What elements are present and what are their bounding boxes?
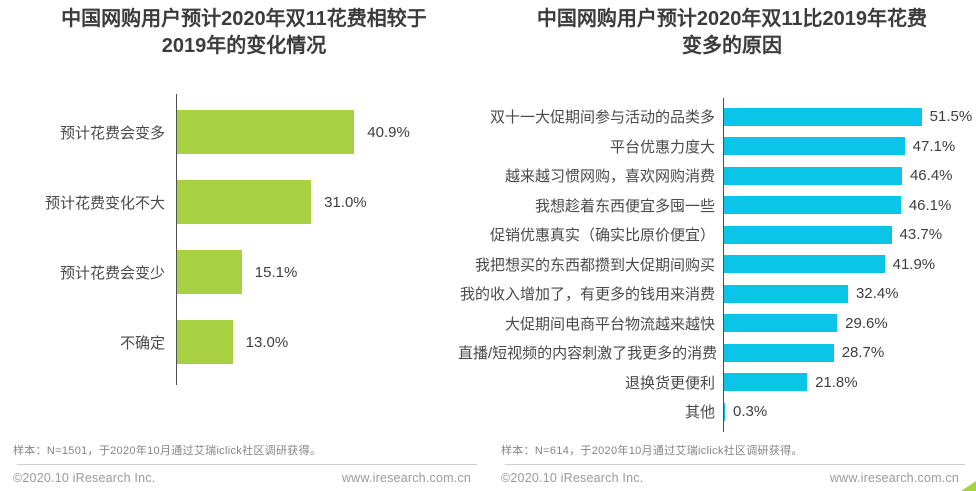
value-label: 47.1% [912,137,956,155]
category-label: 预计花费变化不大 [44,194,165,212]
chart-row: 我想趁着东西便宜多囤一些 46.1% [458,191,966,221]
bar-track: 46.4% [723,161,966,191]
footer: ©2020.10 iResearch Inc. www.iresearch.co… [501,471,959,485]
bar-track: 47.1% [723,132,966,162]
value-label: 31.0% [324,193,367,211]
category-label: 我想趁着东西便宜多囤一些 [534,197,715,215]
chart-row: 我的收入增加了，有更多的钱用来消费 32.4% [458,279,966,309]
chart-row: 双十一大促期间参与活动的品类多 51.5% [458,102,972,132]
bar [723,343,834,362]
bar-track: 40.9% [176,97,468,167]
website-text: www.iresearch.com.cn [829,471,959,485]
bar-chart-spend-more-reasons: 双十一大促期间参与活动的品类多 51.5% 平台优惠力度大 47.1% 越来越习惯网购，… [458,98,972,431]
bar-track: 31.0% [176,167,468,237]
bar [176,110,355,154]
bar-track: 41.9% [723,250,966,280]
bar [176,320,233,364]
bar [723,255,885,274]
category-label: 促销优惠真实（确实比原价便宜） [489,227,715,245]
bar-track: 32.4% [723,279,966,309]
chart-title: 中国网购用户预计2020年双11比2019年花费 变多的原因 [536,8,928,57]
bar [723,196,901,215]
green-corner-accent [961,481,976,491]
category-label: 越来越习惯网购，喜欢网购消费 [504,168,715,186]
bar-track: 0.3% [723,397,966,427]
bar [723,225,892,244]
panel-spend-change: 中国网购用户预计2020年双11花费相较于 2019年的变化情况 预计花费会变多… [0,8,477,485]
chart-row: 平台优惠力度大 47.1% [458,132,966,162]
chart-row: 不确定 13.0% [0,307,468,377]
category-label: 双十一大促期间参与活动的品类多 [489,109,715,127]
bar [723,402,725,421]
chart-row: 大促期间电商平台物流越来越快 29.6% [458,309,966,339]
bar-track: 28.7% [723,338,966,368]
category-label: 我的收入增加了，有更多的钱用来消费 [459,286,715,304]
bar [723,284,848,303]
value-label: 28.7% [841,344,885,362]
bar [723,107,922,126]
value-label: 46.1% [908,196,952,214]
chart-row: 直播/短视频的内容刺激了我更多的消费 28.7% [458,338,966,368]
chart-row: 预计花费变化不大 31.0% [0,167,468,237]
category-label: 预计花费会变少 [59,264,165,282]
copyright-text: ©2020.10 iResearch Inc. [13,471,156,485]
category-label: 退换货更便利 [624,374,715,392]
sample-note: 样本：N=614，于2020年10月通过艾瑞iclick社区调研获得。 [501,445,803,457]
value-label: 0.3% [733,403,768,421]
category-label: 直播/短视频的内容刺激了我更多的消费 [458,345,718,363]
value-label: 41.9% [892,255,936,273]
value-label: 21.8% [815,373,858,391]
category-label: 我把想买的东西都攒到大促期间购买 [474,256,715,274]
value-label: 13.0% [245,333,289,351]
category-label: 大促期间电商平台物流越来越快 [504,315,715,333]
bar-track: 13.0% [176,307,468,377]
value-label: 32.4% [855,285,899,303]
website-text: www.iresearch.com.cn [341,471,471,485]
chart-title: 中国网购用户预计2020年双11花费相较于 2019年的变化情况 [61,8,427,57]
category-label: 平台优惠力度大 [609,138,715,156]
chart-row: 预计花费会变少 15.1% [0,237,468,307]
bar [723,373,808,392]
footer-divider [17,464,477,465]
panel-spend-more-reasons: 中国网购用户预计2020年双11比2019年花费 变多的原因 双十一大促期间参与… [458,0,976,491]
chart-row: 促销优惠真实（确实比原价便宜） 43.7% [458,220,966,250]
bar-track: 43.7% [723,220,966,250]
bar-chart-spend-change: 预计花费会变多 40.9% 预计花费变化不大 31.0% 预计花费会变少 15.1% 不确定… [0,94,468,385]
bar-track: 21.8% [723,368,966,398]
bar-track: 51.5% [723,102,972,132]
chart-row: 我把想买的东西都攒到大促期间购买 41.9% [458,250,966,280]
value-label: 43.7% [899,226,943,244]
value-label: 40.9% [367,123,410,141]
value-label: 51.5% [929,108,973,126]
category-label: 不确定 [119,334,165,352]
bar-track: 46.1% [723,191,966,221]
value-label: 46.4% [909,167,953,185]
value-label: 15.1% [254,263,298,281]
footer-divider [505,464,965,465]
chart-row: 预计花费会变多 40.9% [0,97,468,167]
copyright-text: ©2020.10 iResearch Inc. [501,471,644,485]
bar-track: 29.6% [723,309,966,339]
category-label: 其他 [684,404,715,422]
bar [176,180,312,224]
bar [723,314,838,333]
sample-note: 样本：N=1501，于2020年10月通过艾瑞iclick社区调研获得。 [13,445,322,457]
category-label: 预计花费会变多 [59,124,165,142]
bar [176,250,242,294]
bar [723,137,905,156]
footer: ©2020.10 iResearch Inc. www.iresearch.co… [13,471,471,485]
chart-row: 越来越习惯网购，喜欢网购消费 46.4% [458,161,966,191]
chart-row: 退换货更便利 21.8% [458,368,966,398]
bar [723,166,902,185]
chart-row: 其他 0.3% [458,397,966,427]
bar-track: 15.1% [176,237,468,307]
value-label: 29.6% [845,314,888,332]
